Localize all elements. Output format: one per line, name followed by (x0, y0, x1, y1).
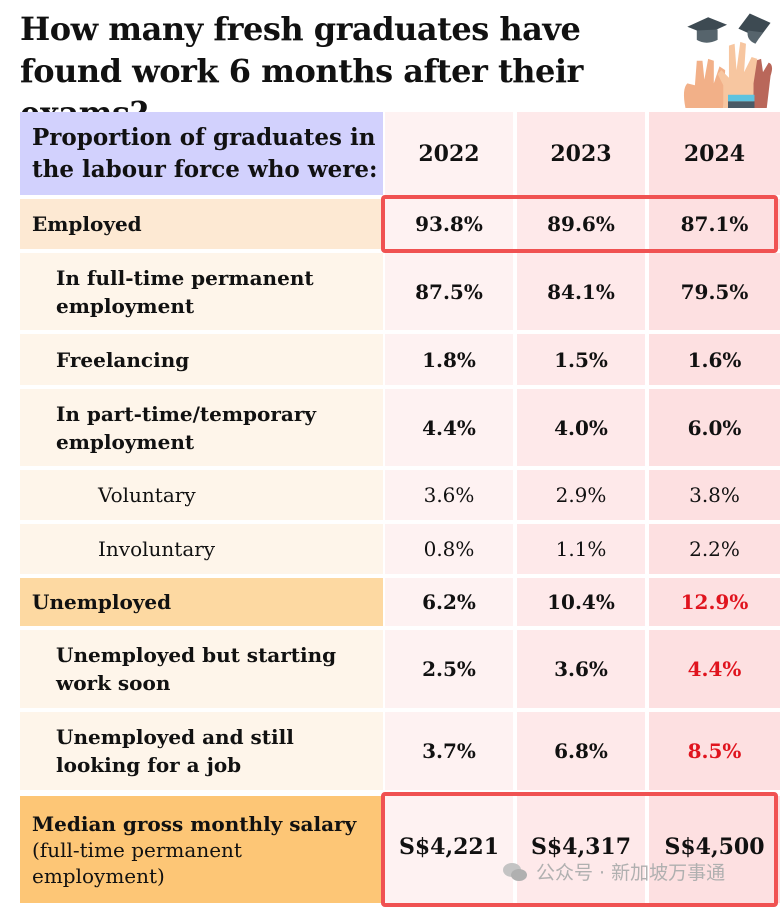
value-text: 6.8% (554, 739, 608, 763)
row-label: Employed (32, 212, 142, 236)
value-cell: 3.6% (517, 630, 645, 708)
value-cell: 1.5% (517, 334, 645, 385)
row-label: Median gross monthly salary (32, 811, 357, 836)
value-cell: 2.9% (517, 470, 645, 520)
value-text: 4.4% (422, 415, 476, 440)
row-label-cell: Involuntary (20, 524, 383, 574)
value-text: 8.5% (687, 739, 742, 763)
value-text: 1.5% (554, 347, 608, 372)
value-cell: 2.5% (385, 630, 513, 708)
row-label: Voluntary (98, 483, 196, 507)
value-cell: 89.6% (517, 199, 645, 249)
value-text: 6.0% (687, 415, 742, 440)
graduation-cap-icon (687, 17, 728, 43)
row-label: Involuntary (98, 537, 216, 561)
value-cell: 4.4% (385, 389, 513, 466)
value-cell: 2.2% (649, 524, 780, 574)
column-header-label: 2022 (418, 140, 480, 167)
value-text: 3.6% (554, 657, 608, 681)
value-cell: 1.8% (385, 334, 513, 385)
value-text: 0.8% (423, 537, 475, 561)
row-label-cell: Unemployed but starting work soon (20, 630, 383, 708)
value-text: 2.9% (555, 483, 607, 507)
graduation-hands-icon (683, 13, 773, 108)
value-cell: 0.8% (385, 524, 513, 574)
value-cell: 3.6% (385, 470, 513, 520)
value-text: 3.7% (422, 739, 476, 763)
value-text: 84.1% (547, 279, 615, 304)
value-text: 89.6% (547, 212, 615, 236)
value-text: 12.9% (680, 590, 749, 614)
value-cell: 4.0% (517, 389, 645, 466)
value-cell: S$4,317 (517, 796, 645, 903)
value-cell: 6.8% (517, 712, 645, 790)
value-text: 2.5% (422, 657, 476, 681)
value-cell: 87.1% (649, 199, 780, 249)
value-text: 1.6% (687, 347, 742, 372)
value-cell: 6.2% (385, 578, 513, 626)
row-label-cell: Unemployed (20, 578, 383, 626)
value-cell: 6.0% (649, 389, 780, 466)
value-text: 4.0% (554, 415, 608, 440)
value-cell: 3.8% (649, 470, 780, 520)
value-cell: 93.8% (385, 199, 513, 249)
value-cell: 10.4% (517, 578, 645, 626)
column-header-label: 2024 (683, 140, 746, 167)
value-text: 79.5% (680, 279, 749, 304)
value-text: S$4,221 (398, 833, 500, 860)
row-label-cell: Employed (20, 199, 383, 249)
graduates-table: Proportion of graduates in the labour fo… (20, 112, 780, 907)
page-title: How many fresh graduates have found work… (20, 10, 583, 132)
value-cell: 79.5% (649, 253, 780, 330)
value-text: 2.2% (689, 537, 740, 561)
value-cell: 3.7% (385, 712, 513, 790)
value-text: 4.4% (687, 657, 742, 681)
row-label: Unemployed and still looking for a job (56, 725, 294, 777)
value-cell: 4.4% (649, 630, 780, 708)
header-label: Proportion of graduates in the labour fo… (32, 123, 378, 183)
row-sublabel: (full-time permanent employment) (32, 837, 242, 888)
header-label-cell: Proportion of graduates in the labour fo… (20, 112, 383, 195)
value-text: 1.1% (555, 537, 607, 561)
row-label-cell: Voluntary (20, 470, 383, 520)
graduation-cap-icon (738, 13, 771, 44)
value-cell: 12.9% (649, 578, 780, 626)
row-label-cell: Median gross monthly salary (full-time pe… (20, 796, 383, 903)
value-text: S$4,317 (530, 833, 632, 860)
value-text: S$4,500 (664, 833, 765, 860)
value-text: 6.2% (422, 590, 476, 614)
row-label-cell: In part-time/temporary employment (20, 389, 383, 466)
value-text: 87.1% (680, 212, 749, 236)
row-label: In full-time permanent employment (56, 265, 314, 318)
watermark-text: 公众号 · 新加坡万事通 (536, 862, 726, 884)
value-cell: 1.1% (517, 524, 645, 574)
row-label: Unemployed (32, 590, 172, 614)
column-header: 2023 (517, 112, 645, 195)
row-label-cell: Unemployed and still looking for a job (20, 712, 383, 790)
row-label-cell: Freelancing (20, 334, 383, 385)
value-text: 3.8% (689, 483, 740, 507)
value-cell: 84.1% (517, 253, 645, 330)
value-text: 10.4% (547, 590, 615, 614)
value-text: 3.6% (423, 483, 475, 507)
value-text: 87.5% (415, 279, 483, 304)
wechat-icon (502, 862, 528, 882)
column-header: 2022 (385, 112, 513, 195)
value-cell: 1.6% (649, 334, 780, 385)
row-label: Unemployed but starting work soon (56, 643, 337, 695)
value-text: 93.8% (415, 212, 483, 236)
value-cell: S$4,500 (649, 796, 780, 903)
value-cell: 8.5% (649, 712, 780, 790)
watermark: 公众号 · 新加坡万事通 (502, 858, 725, 885)
value-cell: 87.5% (385, 253, 513, 330)
row-label: In part-time/temporary employment (56, 401, 317, 454)
row-label-cell: In full-time permanent employment (20, 253, 383, 330)
value-text: 1.8% (422, 347, 476, 372)
column-header-label: 2023 (550, 140, 612, 167)
column-header: 2024 (649, 112, 780, 195)
value-cell: S$4,221 (385, 796, 513, 903)
row-label: Freelancing (56, 347, 190, 372)
